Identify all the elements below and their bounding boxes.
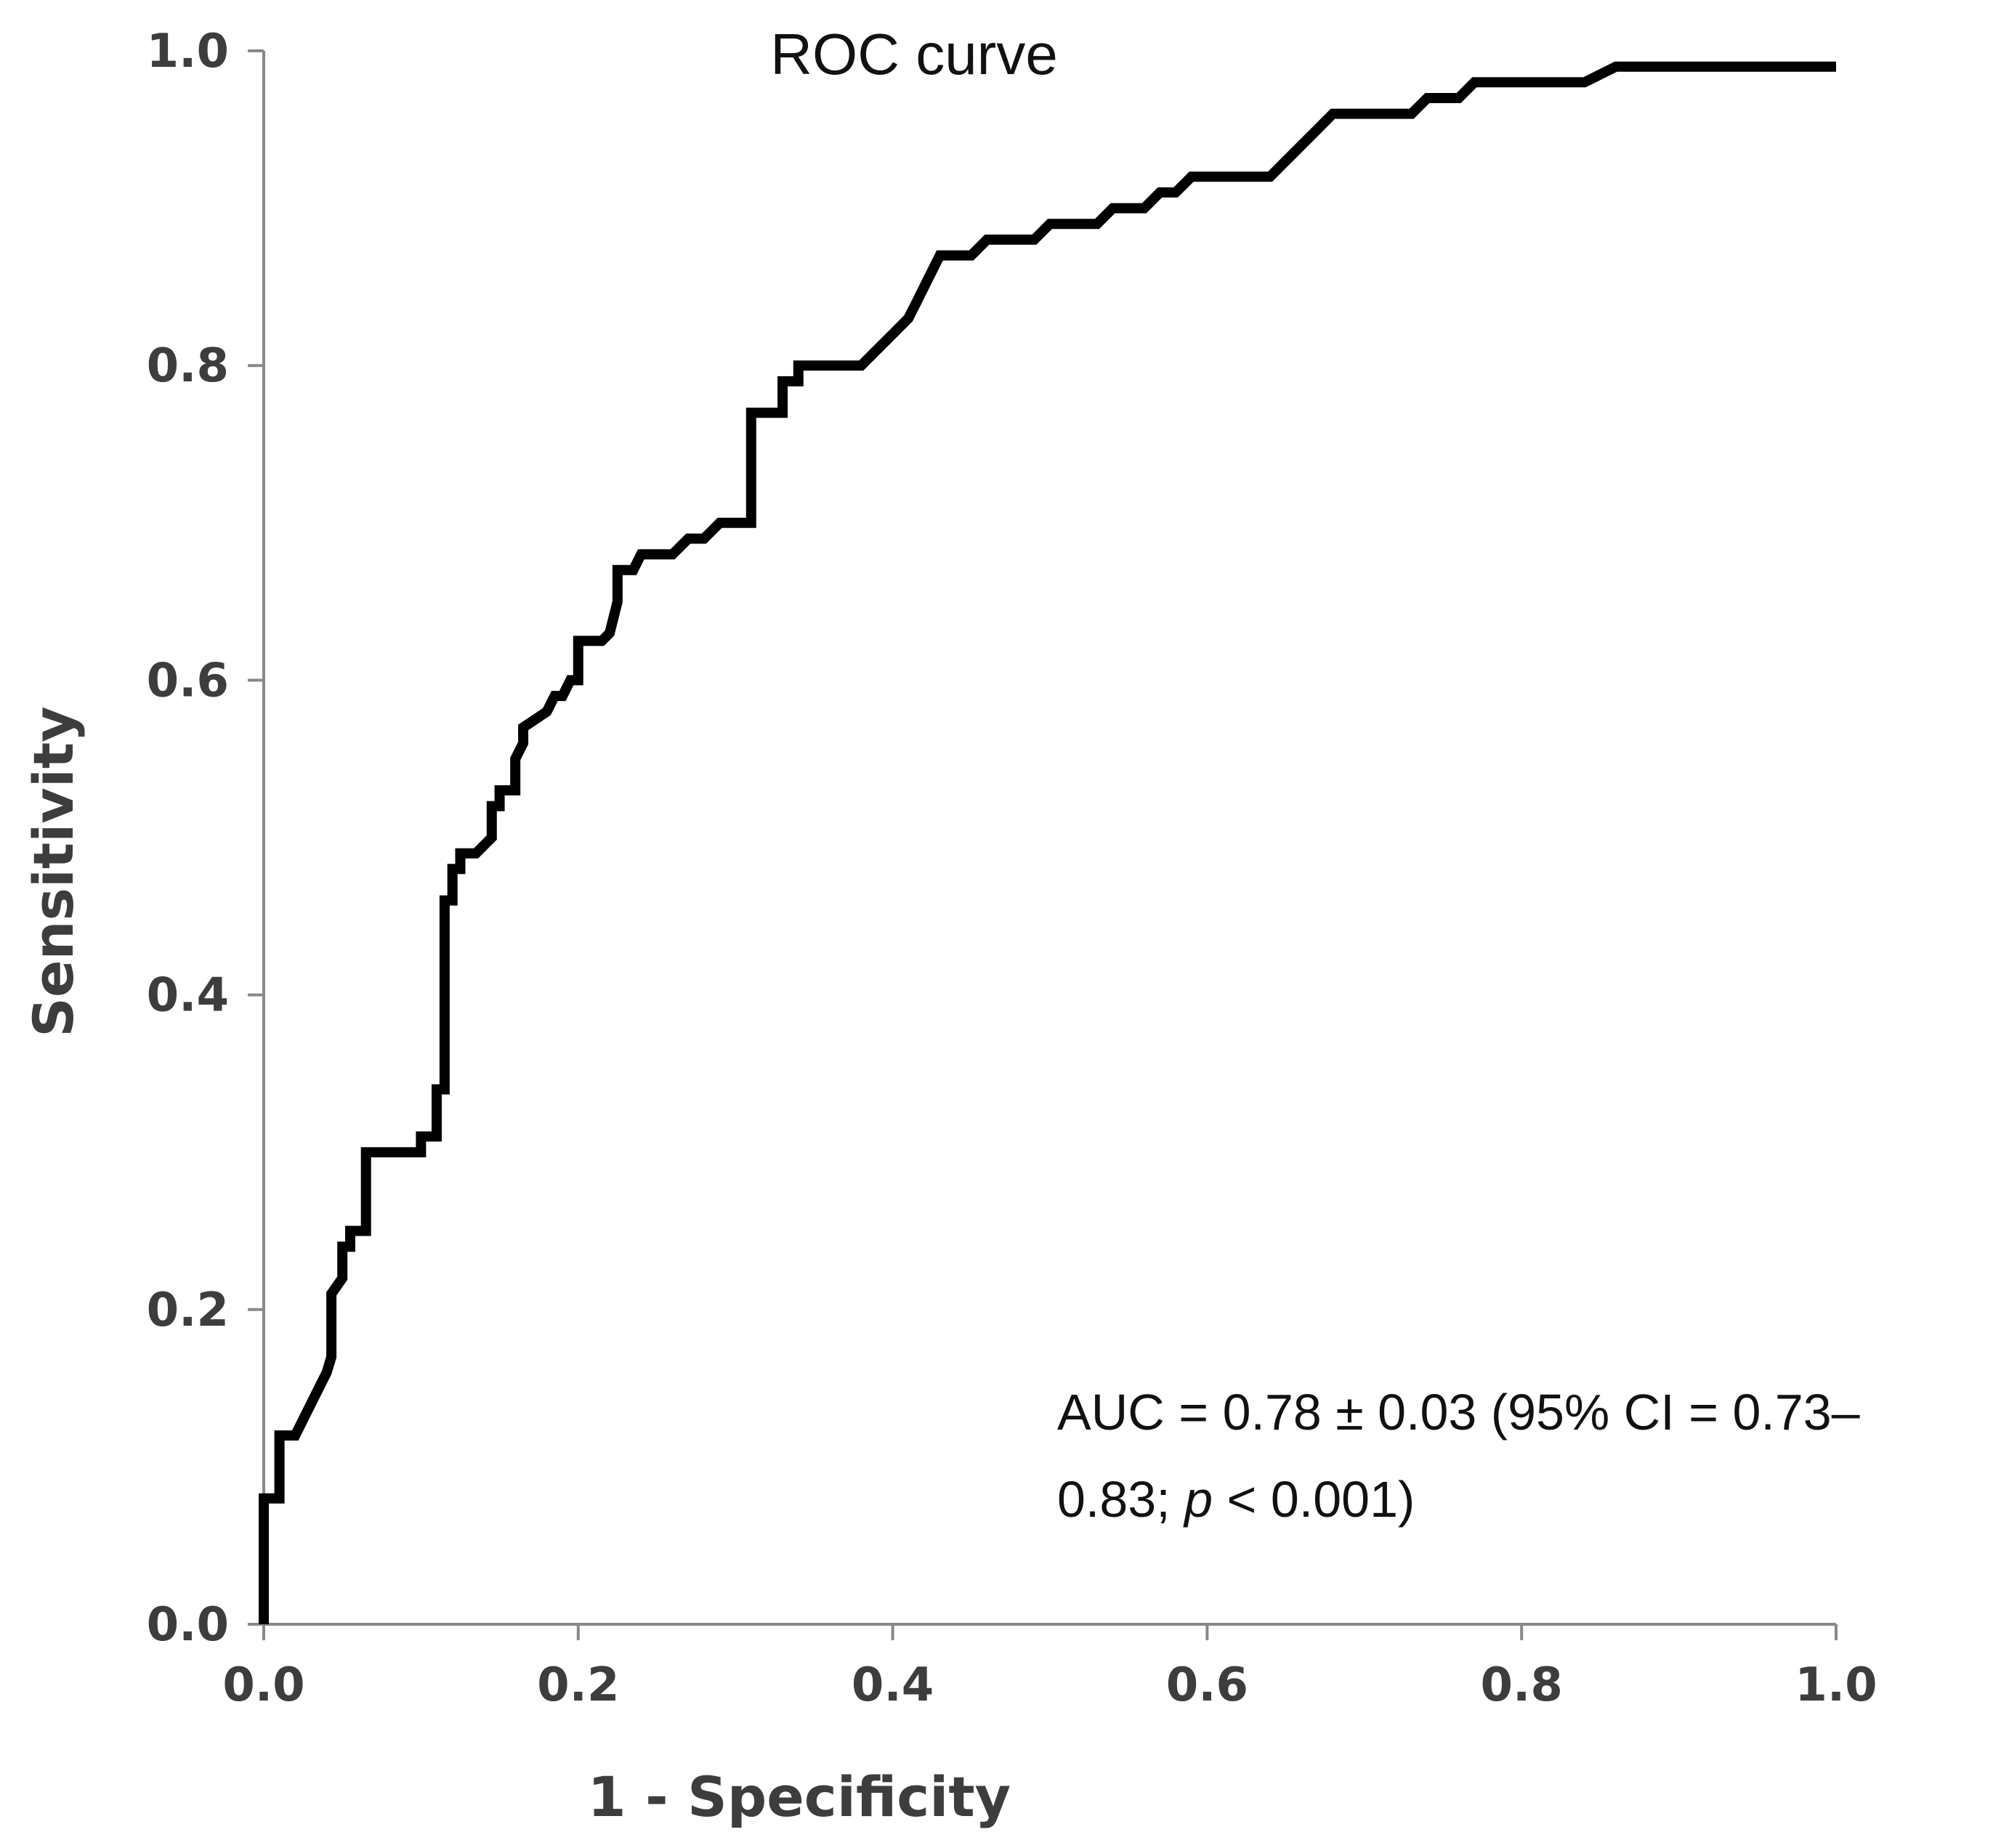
auc-annotation-line2: 0.83; p < 0.001) bbox=[1057, 1471, 1415, 1528]
axes-group bbox=[262, 51, 1836, 1626]
auc-annotation-line2-prefix: 0.83; bbox=[1057, 1471, 1184, 1528]
x-tick-label: 0.6 bbox=[1166, 1658, 1248, 1712]
x-tick-label: 0.2 bbox=[537, 1658, 619, 1712]
x-tick-label: 0.0 bbox=[222, 1658, 304, 1712]
y-tick-label: 1.0 bbox=[147, 25, 229, 78]
y-tick-label: 0.0 bbox=[147, 1598, 229, 1652]
x-tick-label: 1.0 bbox=[1795, 1658, 1877, 1712]
y-tick-label: 0.4 bbox=[147, 969, 229, 1023]
x-tick-label: 0.8 bbox=[1481, 1658, 1563, 1712]
x-axis-title: 1 - Specificity bbox=[588, 1764, 1011, 1829]
ticks-group: 0.0 0.2 0.4 0.6 0.8 1.0 0.0 0.2 0.4 0.6 0.8 1.0 bbox=[147, 25, 1877, 1712]
auc-annotation-line2-suffix: < 0.001) bbox=[1213, 1471, 1415, 1528]
x-tick-label: 0.4 bbox=[852, 1658, 934, 1712]
y-axis-title: Sensitivity bbox=[21, 706, 86, 1037]
series-group bbox=[259, 61, 1836, 1624]
y-tick-label: 0.6 bbox=[147, 654, 229, 708]
auc-annotation-p-italic: p bbox=[1183, 1471, 1213, 1528]
y-tick-label: 0.2 bbox=[147, 1284, 229, 1337]
auc-annotation-line1: AUC = 0.78 ± 0.03 (95% CI = 0.73– bbox=[1057, 1384, 1860, 1440]
y-tick-label: 0.8 bbox=[147, 339, 229, 393]
roc-curve-line bbox=[259, 61, 1836, 1624]
chart-title: ROC curve bbox=[770, 22, 1058, 86]
